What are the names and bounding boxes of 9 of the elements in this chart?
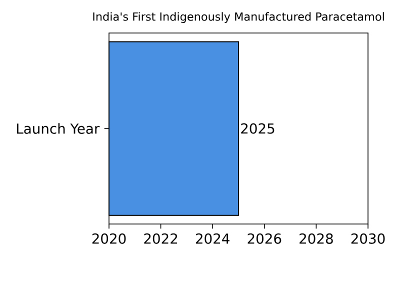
x-tick-label: 2026 xyxy=(248,233,282,244)
data-label: 2025 xyxy=(241,123,274,134)
x-tick-label: 2022 xyxy=(144,233,178,244)
x-tick-label: 2030 xyxy=(351,233,385,244)
x-tick-label: 2028 xyxy=(300,233,333,244)
x-tick-label: 2020 xyxy=(92,233,126,244)
x-tick-label: 2024 xyxy=(196,233,230,244)
chart-title: India's First Indigenously Manufactured Paracetamol xyxy=(93,12,384,23)
y-tick-label: Launch Year xyxy=(17,123,100,134)
